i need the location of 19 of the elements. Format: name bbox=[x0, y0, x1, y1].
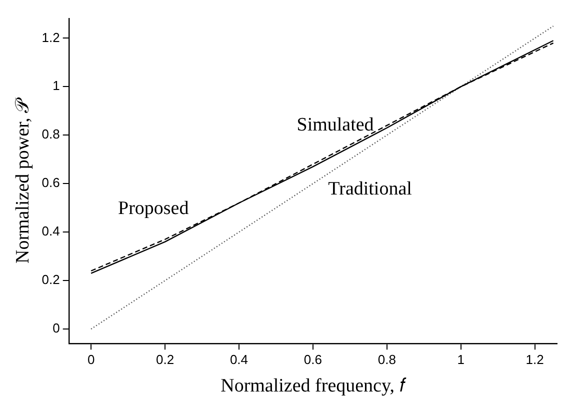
series-label: Proposed bbox=[118, 198, 190, 220]
y-tick-label: 0.8 bbox=[42, 126, 60, 142]
x-tick-label: 1.2 bbox=[526, 352, 544, 367]
series-label: Traditional bbox=[328, 178, 412, 200]
x-tick-label: 0.2 bbox=[156, 352, 174, 367]
y-tick-label: 0.6 bbox=[42, 175, 60, 190]
series-label: Simulated bbox=[296, 114, 374, 136]
y-tick-label: 1.2 bbox=[42, 30, 60, 45]
x-tick-label: 0.8 bbox=[378, 352, 396, 367]
x-tick-label: 1 bbox=[457, 352, 464, 367]
x-tick-label: 0.6 bbox=[304, 352, 322, 367]
y-axis-title: Normalized power, 𝒫 bbox=[12, 96, 34, 264]
x-tick-label: 0.4 bbox=[230, 352, 248, 367]
y-tick-label: 0.2 bbox=[42, 272, 60, 288]
y-tick-label: 0.4 bbox=[42, 224, 60, 239]
x-axis-title: Normalized frequency, 𝑓 bbox=[220, 376, 406, 397]
x-tick-label: 0 bbox=[87, 352, 95, 367]
y-tick-label: 1 bbox=[52, 78, 60, 94]
y-tick-label: 0 bbox=[52, 320, 60, 336]
